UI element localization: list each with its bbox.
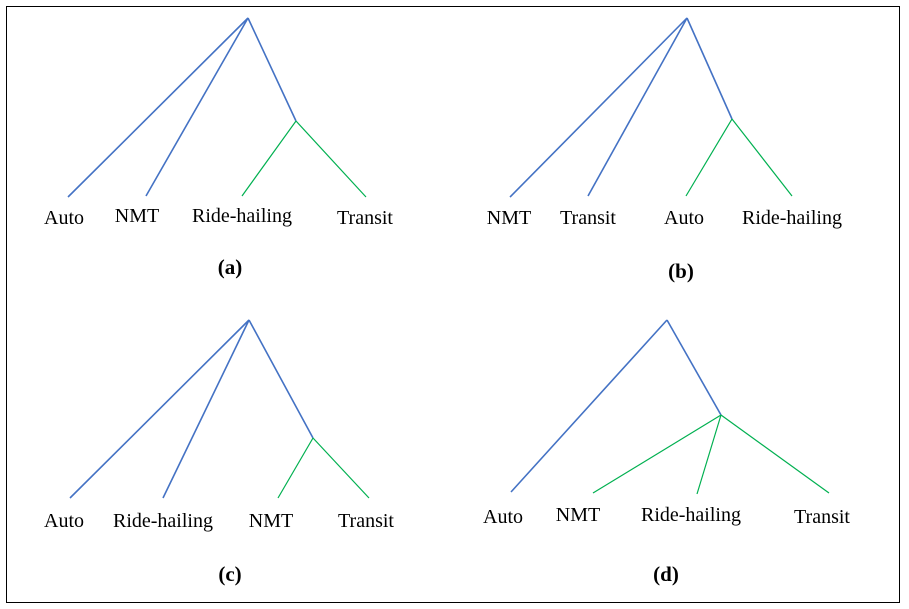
tree-c-branch-auto bbox=[69, 319, 250, 499]
tree-d-branch-transit bbox=[720, 414, 830, 494]
tree-b-leaf-1: NMT bbox=[487, 207, 531, 229]
tree-a-branch-ride-hailing bbox=[241, 120, 297, 197]
tree-b-branch-nmt bbox=[509, 17, 688, 198]
tree-a: Auto NMT Ride-hailing Transit (a) bbox=[44, 17, 393, 279]
tree-b-leaf-3: Auto bbox=[664, 207, 704, 229]
tree-d-leaf-3: Ride-hailing bbox=[641, 504, 741, 526]
tree-a-leaf-2: NMT bbox=[115, 205, 159, 227]
tree-b-branch-auto bbox=[685, 118, 733, 197]
tree-d-branch-nest bbox=[666, 319, 722, 416]
tree-a-branch-nmt bbox=[145, 17, 249, 197]
tree-a-branch-auto bbox=[67, 17, 249, 198]
tree-c-branch-nmt bbox=[277, 437, 314, 499]
caption-d: (d) bbox=[653, 562, 679, 586]
tree-c-branch-transit bbox=[312, 437, 370, 499]
tree-d: Auto NMT Ride-hailing Transit (d) bbox=[483, 319, 850, 586]
tree-c-leaf-3: NMT bbox=[249, 510, 293, 532]
caption-b: (b) bbox=[668, 259, 694, 283]
tree-b-branch-nest bbox=[686, 17, 733, 120]
tree-c-leaf-1: Auto bbox=[44, 510, 84, 532]
tree-a-branch-nest bbox=[247, 17, 297, 122]
tree-b-branch-transit bbox=[587, 17, 688, 197]
tree-b-branch-ride-hailing bbox=[731, 118, 793, 197]
tree-d-leaf-4: Transit bbox=[794, 506, 850, 528]
tree-d-leaf-2: NMT bbox=[556, 504, 600, 526]
tree-c-leaf-4: Transit bbox=[338, 510, 394, 532]
tree-d-leaf-1: Auto bbox=[483, 506, 523, 528]
caption-c: (c) bbox=[218, 562, 241, 586]
tree-b: NMT Transit Auto Ride-hailing (b) bbox=[487, 17, 842, 283]
tree-c: Auto Ride-hailing NMT Transit (c) bbox=[44, 319, 394, 586]
tree-a-leaf-4: Transit bbox=[337, 207, 393, 229]
caption-a: (a) bbox=[218, 255, 243, 279]
tree-d-branch-nmt bbox=[592, 414, 722, 494]
tree-a-leaf-3: Ride-hailing bbox=[192, 205, 292, 227]
tree-a-leaf-1: Auto bbox=[44, 207, 84, 229]
tree-d-branch-auto bbox=[510, 319, 668, 493]
tree-c-branch-ride-hailing bbox=[162, 319, 250, 499]
tree-c-leaf-2: Ride-hailing bbox=[113, 510, 213, 532]
tree-b-leaf-2: Transit bbox=[560, 207, 616, 229]
tree-d-branch-ride-hailing bbox=[696, 414, 722, 495]
tree-c-branch-nest bbox=[248, 319, 314, 439]
tree-a-branch-transit bbox=[295, 120, 367, 198]
tree-b-leaf-4: Ride-hailing bbox=[742, 207, 842, 229]
figure-frame bbox=[6, 6, 900, 603]
